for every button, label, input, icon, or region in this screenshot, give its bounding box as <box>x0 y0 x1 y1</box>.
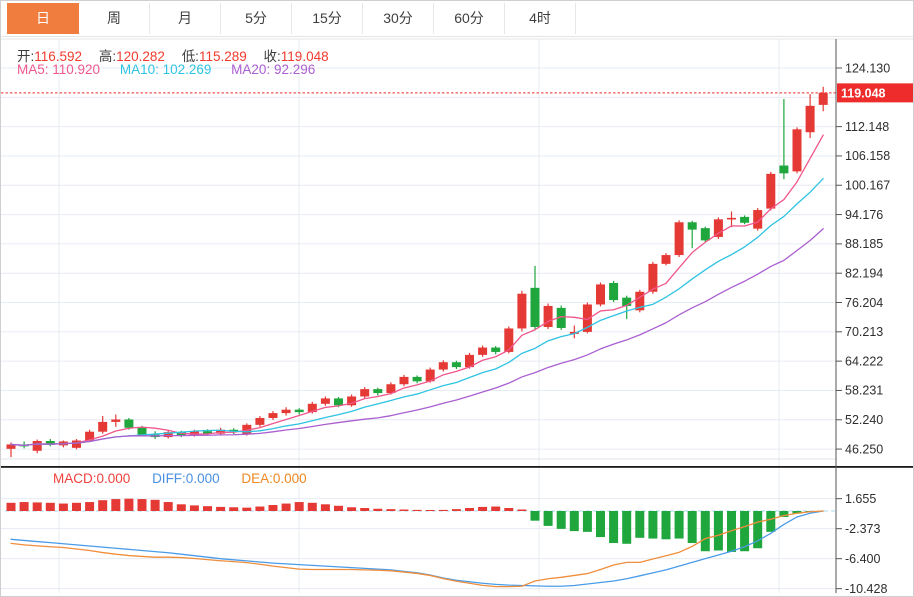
close-label: 收: <box>263 49 281 64</box>
panel-divider <box>1 466 913 468</box>
svg-text:52.240: 52.240 <box>845 413 883 427</box>
svg-text:82.194: 82.194 <box>845 266 883 280</box>
ma20-line <box>10 228 824 447</box>
low-label: 低: <box>181 49 199 64</box>
macd-axis: 1.655 -2.373 -6.400 -10.428 <box>836 492 887 596</box>
tab-60min[interactable]: 60分 <box>434 3 505 34</box>
grid-layer <box>1 38 913 593</box>
macd-histogram <box>6 498 815 552</box>
svg-text:46.250: 46.250 <box>845 442 883 456</box>
ma10-value: MA10: 102.269 <box>119 62 212 77</box>
macd-value: MACD:0.000 <box>53 471 131 486</box>
ohlc-readout: 开:116.592 高:120.282 低:115.289 收:119.048 <box>17 45 342 65</box>
svg-text:88.185: 88.185 <box>845 237 883 251</box>
svg-text:1.655: 1.655 <box>845 492 876 506</box>
tab-15min[interactable]: 15分 <box>292 3 363 34</box>
ma-readout: MA5: 110.920 MA10: 102.269 MA20: 92.296 <box>17 62 315 77</box>
macd-readout: MACD:0.000 DIFF:0.000 DEA:0.000 <box>53 471 307 486</box>
price-axis: 124.130 112.148 106.158 100.167 94.176 88.185… <box>835 39 890 593</box>
svg-text:119.048: 119.048 <box>841 86 886 100</box>
tab-4hour[interactable]: 4时 <box>505 3 576 34</box>
svg-text:112.148: 112.148 <box>845 120 889 134</box>
candles-layer <box>6 86 828 458</box>
period-tabbar: 日 周 月 5分 15分 30分 60分 4时 <box>1 1 913 37</box>
ma5-value: MA5: 110.920 <box>17 62 101 77</box>
svg-text:76.204: 76.204 <box>845 296 883 310</box>
last-price-badge: 119.048 <box>837 83 913 103</box>
svg-text:100.167: 100.167 <box>845 179 890 193</box>
diff-value: DIFF:0.000 <box>152 471 220 486</box>
dea-line <box>10 510 824 588</box>
open-value: 116.592 <box>34 49 83 64</box>
tab-30min[interactable]: 30分 <box>363 3 434 34</box>
tab-week[interactable]: 周 <box>79 3 150 34</box>
ma20-value: MA20: 92.296 <box>231 62 316 77</box>
svg-text:-6.400: -6.400 <box>845 552 880 566</box>
ma5-line <box>10 134 824 447</box>
svg-text:94.176: 94.176 <box>845 208 883 222</box>
dea-value: DEA:0.000 <box>241 471 307 486</box>
svg-text:-2.373: -2.373 <box>845 522 880 536</box>
svg-text:58.231: 58.231 <box>845 384 883 398</box>
close-value: 119.048 <box>280 49 329 64</box>
tab-5min[interactable]: 5分 <box>221 3 292 34</box>
svg-text:70.213: 70.213 <box>845 325 883 339</box>
svg-text:-10.428: -10.428 <box>845 582 887 596</box>
high-label: 高: <box>98 49 117 64</box>
ma10-line <box>10 177 824 447</box>
svg-text:64.222: 64.222 <box>845 354 883 368</box>
svg-text:124.130: 124.130 <box>845 61 890 75</box>
svg-text:106.158: 106.158 <box>845 149 890 163</box>
open-label: 开: <box>17 49 35 64</box>
low-value: 115.289 <box>198 49 247 64</box>
high-value: 120.282 <box>116 49 165 64</box>
tab-month[interactable]: 月 <box>150 3 221 34</box>
tab-day[interactable]: 日 <box>7 3 79 34</box>
